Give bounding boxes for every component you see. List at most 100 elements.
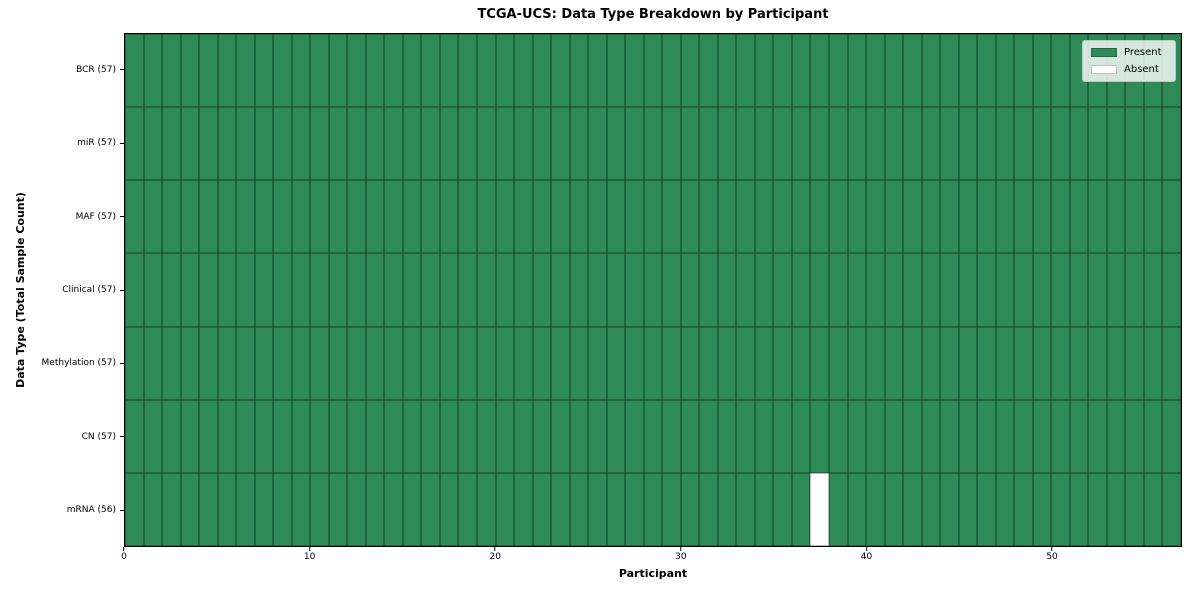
cell-clinical-participant-49 bbox=[1032, 253, 1052, 327]
cell-maf-participant-43 bbox=[921, 180, 941, 254]
cell-mir-participant-18 bbox=[458, 107, 477, 181]
cell-bcr-participant-4 bbox=[199, 34, 218, 108]
cell-mrna-participant-21 bbox=[514, 472, 533, 546]
cell-mir-participant-11 bbox=[328, 107, 348, 181]
legend: Present Absent bbox=[1082, 40, 1176, 82]
cell-methylation-participant-16 bbox=[421, 326, 440, 400]
cell-mrna-participant-49 bbox=[1032, 472, 1052, 546]
cell-methylation-participant-24 bbox=[569, 326, 589, 400]
cell-mir-participant-38 bbox=[828, 107, 848, 181]
cell-mrna-participant-15 bbox=[402, 472, 422, 546]
cell-mrna-participant-44 bbox=[940, 472, 959, 546]
x-tick-label: 40 bbox=[860, 552, 873, 562]
cell-clinical-participant-8 bbox=[273, 253, 292, 327]
cell-mir-participant-44 bbox=[940, 107, 959, 181]
cell-mir-participant-32 bbox=[717, 107, 737, 181]
cell-mir-participant-4 bbox=[199, 107, 218, 181]
cell-mrna-participant-13 bbox=[365, 472, 385, 546]
cell-maf-participant-41 bbox=[884, 180, 904, 254]
cell-bcr-participant-38 bbox=[828, 34, 848, 108]
cell-mir-participant-36 bbox=[791, 107, 811, 181]
cell-clinical-participant-11 bbox=[328, 253, 348, 327]
cell-cn-participant-46 bbox=[977, 399, 996, 473]
cell-cn-participant-33 bbox=[736, 399, 755, 473]
cell-bcr-participant-23 bbox=[551, 34, 570, 108]
cell-maf-participant-5 bbox=[217, 180, 237, 254]
cell-maf-participant-56 bbox=[1162, 180, 1181, 254]
cell-cn-participant-31 bbox=[699, 399, 718, 473]
cell-maf-participant-25 bbox=[588, 180, 607, 254]
cell-cn-participant-23 bbox=[551, 399, 570, 473]
cell-mrna-participant-35 bbox=[773, 472, 792, 546]
cell-methylation-participant-44 bbox=[940, 326, 959, 400]
x-tick-label: 0 bbox=[121, 552, 127, 562]
cell-clinical-participant-37 bbox=[810, 253, 829, 327]
cell-bcr-participant-44 bbox=[940, 34, 959, 108]
cell-methylation-participant-41 bbox=[884, 326, 904, 400]
cell-cn-participant-30 bbox=[680, 399, 700, 473]
cell-clinical-participant-48 bbox=[1014, 253, 1033, 327]
cell-maf-participant-39 bbox=[847, 180, 867, 254]
cell-mir-participant-23 bbox=[551, 107, 570, 181]
cell-mrna-participant-41 bbox=[884, 472, 904, 546]
cell-cn-participant-53 bbox=[1106, 399, 1126, 473]
cell-mir-participant-48 bbox=[1014, 107, 1033, 181]
cell-bcr-participant-6 bbox=[236, 34, 255, 108]
cell-mrna-participant-1 bbox=[143, 472, 163, 546]
cell-maf-participant-24 bbox=[569, 180, 589, 254]
cell-clinical-participant-14 bbox=[384, 253, 403, 327]
cell-methylation-participant-14 bbox=[384, 326, 403, 400]
cell-cn-participant-20 bbox=[495, 399, 515, 473]
cell-mir-participant-13 bbox=[365, 107, 385, 181]
cell-bcr-participant-14 bbox=[384, 34, 403, 108]
cell-methylation-participant-4 bbox=[199, 326, 218, 400]
cell-bcr-participant-9 bbox=[291, 34, 311, 108]
cell-cn-participant-3 bbox=[180, 399, 200, 473]
cell-bcr-participant-49 bbox=[1032, 34, 1052, 108]
cell-bcr-participant-7 bbox=[254, 34, 274, 108]
cell-mir-participant-21 bbox=[514, 107, 533, 181]
cell-mir-participant-3 bbox=[180, 107, 200, 181]
cell-bcr-participant-42 bbox=[903, 34, 922, 108]
cell-cn-participant-8 bbox=[273, 399, 292, 473]
cell-cn-participant-6 bbox=[236, 399, 255, 473]
cell-mir-participant-6 bbox=[236, 107, 255, 181]
y-tick-label: Methylation (57) bbox=[41, 358, 116, 369]
cell-methylation-participant-46 bbox=[977, 326, 996, 400]
cell-cn-participant-41 bbox=[884, 399, 904, 473]
cell-bcr-participant-17 bbox=[439, 34, 459, 108]
cell-maf-participant-11 bbox=[328, 180, 348, 254]
cell-cn-participant-22 bbox=[532, 399, 552, 473]
cell-clinical-participant-55 bbox=[1143, 253, 1163, 327]
cell-mir-participant-25 bbox=[588, 107, 607, 181]
cell-mir-participant-55 bbox=[1143, 107, 1163, 181]
cell-mir-participant-12 bbox=[347, 107, 366, 181]
cell-methylation-participant-53 bbox=[1106, 326, 1126, 400]
cell-clinical-participant-25 bbox=[588, 253, 607, 327]
cell-bcr-participant-30 bbox=[680, 34, 700, 108]
cell-mir-participant-52 bbox=[1088, 107, 1107, 181]
cell-mrna-participant-30 bbox=[680, 472, 700, 546]
cell-bcr-participant-11 bbox=[328, 34, 348, 108]
cell-mrna-participant-36 bbox=[791, 472, 811, 546]
cell-maf-participant-6 bbox=[236, 180, 255, 254]
y-tick-methylation: Methylation (57) bbox=[42, 358, 124, 368]
cell-clinical-participant-36 bbox=[791, 253, 811, 327]
cell-maf-participant-13 bbox=[365, 180, 385, 254]
cell-mrna-participant-5 bbox=[217, 472, 237, 546]
cell-cn-participant-18 bbox=[458, 399, 477, 473]
cell-maf-participant-46 bbox=[977, 180, 996, 254]
cell-maf-participant-33 bbox=[736, 180, 755, 254]
cell-mrna-participant-26 bbox=[606, 472, 626, 546]
cell-maf-participant-53 bbox=[1106, 180, 1126, 254]
cell-methylation-participant-51 bbox=[1069, 326, 1089, 400]
cell-methylation-participant-22 bbox=[532, 326, 552, 400]
cell-clinical-participant-41 bbox=[884, 253, 904, 327]
cell-maf-participant-42 bbox=[903, 180, 922, 254]
cell-mrna-participant-2 bbox=[162, 472, 181, 546]
cell-mir-participant-42 bbox=[903, 107, 922, 181]
cell-maf-participant-29 bbox=[662, 180, 681, 254]
cell-maf-participant-48 bbox=[1014, 180, 1033, 254]
x-tick-label: 30 bbox=[675, 552, 687, 562]
cell-cn-participant-17 bbox=[439, 399, 459, 473]
